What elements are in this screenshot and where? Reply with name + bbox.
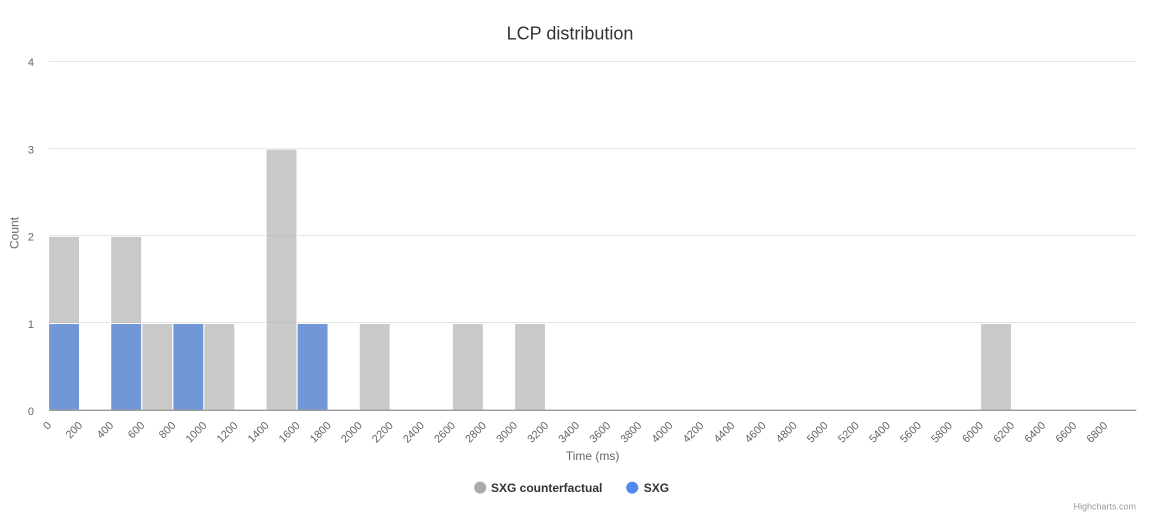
svg-text:4: 4 bbox=[28, 57, 34, 69]
svg-text:LCP distribution: LCP distribution bbox=[507, 24, 634, 44]
svg-text:SXG counterfactual: SXG counterfactual bbox=[491, 481, 602, 495]
svg-text:SXG: SXG bbox=[644, 481, 669, 495]
svg-text:0: 0 bbox=[28, 406, 34, 418]
svg-text:3: 3 bbox=[28, 144, 34, 156]
svg-text:Highcharts.com: Highcharts.com bbox=[1073, 502, 1136, 512]
svg-text:2: 2 bbox=[28, 232, 34, 244]
svg-text:Count: Count bbox=[8, 216, 22, 249]
svg-text:1: 1 bbox=[28, 319, 34, 331]
svg-text:Time (ms): Time (ms) bbox=[566, 449, 620, 463]
